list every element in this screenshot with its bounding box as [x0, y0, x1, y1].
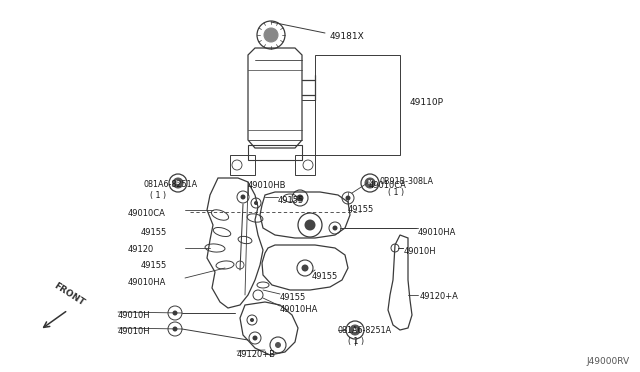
Circle shape — [250, 318, 254, 322]
Text: 081A6-8251A: 081A6-8251A — [143, 180, 197, 189]
Circle shape — [301, 264, 308, 272]
Text: 49155: 49155 — [280, 293, 307, 302]
Text: 0B91B-308LA: 0B91B-308LA — [380, 177, 434, 186]
Text: 49110P: 49110P — [410, 98, 444, 107]
Text: 49120+B: 49120+B — [237, 350, 276, 359]
Circle shape — [173, 178, 183, 188]
Text: 49010HA: 49010HA — [280, 305, 318, 314]
Text: 49155: 49155 — [312, 272, 339, 281]
Text: B: B — [353, 327, 357, 333]
Text: 49010H: 49010H — [404, 247, 436, 256]
Text: 49155: 49155 — [278, 196, 304, 205]
Text: 49010HA: 49010HA — [418, 228, 456, 237]
Text: 49155: 49155 — [141, 228, 167, 237]
Circle shape — [275, 342, 281, 348]
Circle shape — [305, 219, 316, 231]
Circle shape — [350, 325, 360, 335]
Circle shape — [173, 311, 177, 315]
Text: 49155: 49155 — [348, 205, 374, 214]
Text: 49010CA: 49010CA — [128, 209, 166, 218]
Circle shape — [254, 201, 258, 205]
Circle shape — [173, 327, 177, 331]
Text: ( 1 ): ( 1 ) — [348, 337, 364, 346]
Text: 49120+A: 49120+A — [420, 292, 459, 301]
Text: 49010HB: 49010HB — [248, 181, 287, 190]
Circle shape — [241, 195, 246, 199]
Text: 49120: 49120 — [128, 245, 154, 254]
Text: 49155: 49155 — [141, 261, 167, 270]
Circle shape — [253, 336, 257, 340]
Text: 081A6-8251A: 081A6-8251A — [338, 326, 392, 335]
Text: FRONT: FRONT — [52, 282, 86, 308]
Text: ( 1 ): ( 1 ) — [388, 188, 404, 197]
Circle shape — [365, 178, 375, 188]
Circle shape — [296, 195, 303, 202]
Circle shape — [264, 28, 278, 42]
Text: 49010HA: 49010HA — [128, 278, 166, 287]
Text: 49010H: 49010H — [118, 327, 150, 336]
Circle shape — [346, 196, 351, 201]
Text: 49010H: 49010H — [118, 311, 150, 320]
Text: J49000RV: J49000RV — [587, 357, 630, 366]
Circle shape — [333, 225, 337, 231]
Text: ( 1 ): ( 1 ) — [150, 191, 166, 200]
Text: B: B — [176, 180, 180, 186]
Text: 49010CA: 49010CA — [369, 181, 407, 190]
Text: N: N — [368, 180, 372, 186]
Text: 49181X: 49181X — [330, 32, 365, 41]
